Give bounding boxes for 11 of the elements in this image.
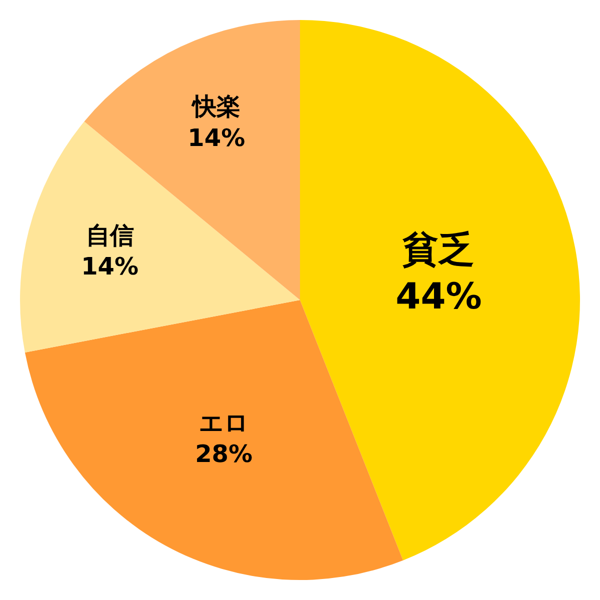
pie-slice [84, 20, 300, 300]
slice-label: エロ [198, 408, 249, 437]
pie-slice [20, 122, 300, 352]
data-label: 44% [396, 276, 482, 318]
data-label: 14% [81, 252, 139, 281]
slice-label: 貧乏 [402, 230, 475, 271]
slice-label: 快楽 [190, 92, 240, 121]
data-label: 14% [188, 124, 246, 152]
pie-slice [300, 20, 580, 560]
slice-label: 自信 [86, 222, 134, 250]
data-label: 28% [195, 440, 253, 468]
